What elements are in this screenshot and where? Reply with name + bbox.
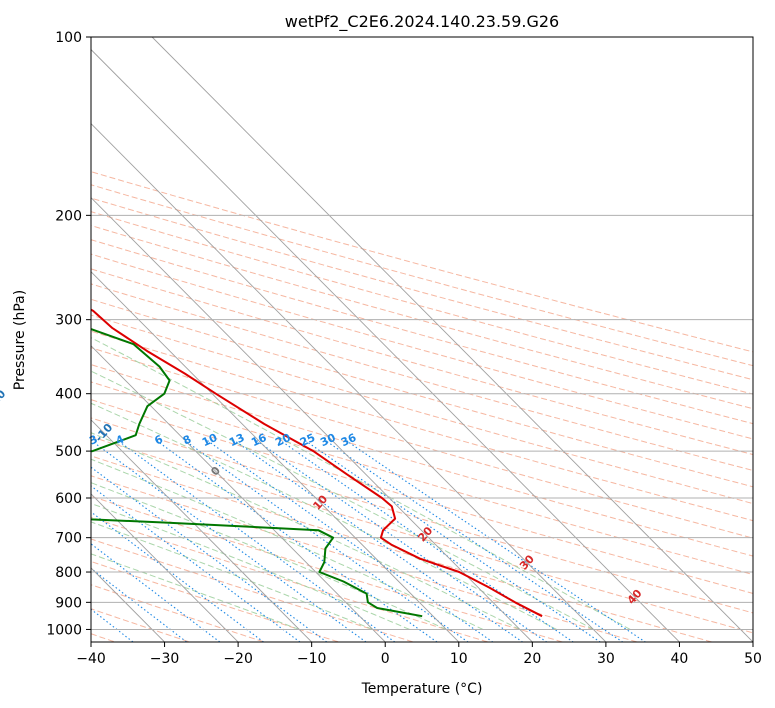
x-tick-label: 10	[450, 651, 468, 667]
dry-adiabat	[91, 381, 753, 576]
x-tick-label: 40	[671, 651, 689, 667]
mixing-ratio-line	[207, 440, 494, 642]
mixing-ratio-label: 30	[318, 431, 338, 449]
mixing-ratio-line	[325, 440, 624, 642]
isotherm-line	[91, 122, 607, 642]
x-axis: −40 −30 −20 −10 0 10 20 30 40 50	[76, 642, 762, 667]
chart-title: wetPf2_C2E6.2024.140.23.59.G26	[285, 12, 559, 32]
gridlines	[91, 37, 753, 642]
mixing-ratio-label: 36	[339, 431, 359, 449]
mixing-ratio-line	[91, 567, 188, 642]
isotherm-line	[91, 419, 312, 642]
plot-frame	[90, 36, 754, 643]
y-tick-label: 200	[55, 208, 82, 224]
y-tick-label: 700	[55, 531, 82, 547]
isotherm-line	[151, 37, 753, 642]
mixing-ratio-label: 20	[273, 431, 293, 449]
series-lines	[91, 308, 543, 618]
y-tick-label: 500	[55, 444, 82, 460]
isotherm-line	[91, 271, 460, 642]
x-tick-label: −40	[76, 651, 106, 667]
mixing-ratio-label: 13	[227, 431, 246, 449]
mixing-ratio-line	[91, 511, 265, 642]
x-tick-label: 0	[381, 651, 390, 667]
y-tick-label: 1000	[46, 622, 82, 638]
mixing-ratio-line	[234, 440, 524, 642]
mixing-ratio-label: 10	[200, 431, 220, 449]
dry-adiabat	[91, 314, 753, 505]
isotherm-line	[91, 48, 680, 642]
y-tick-label: 600	[55, 491, 82, 507]
dry-adiabat	[91, 184, 753, 367]
mixing-ratio-line	[91, 485, 301, 642]
temperature-profile-line	[91, 308, 543, 618]
isotherm-line	[91, 197, 533, 642]
y-axis: 1000 900 800 700 600 500 400 300 200 100	[46, 30, 91, 638]
moist-adiabat	[91, 402, 557, 630]
dry-adiabat	[91, 364, 753, 557]
x-axis-label: Temperature (°C)	[361, 681, 483, 697]
mixing-ratio-line	[345, 440, 647, 642]
moist-adiabat	[91, 521, 373, 630]
moist-adiabat	[91, 432, 521, 630]
dry-adiabat	[91, 253, 753, 440]
y-tick-label: 100	[55, 30, 82, 46]
mixing-ratio-line	[280, 440, 575, 642]
x-tick-label: 50	[744, 651, 762, 667]
isotherm-label: -20	[0, 387, 9, 411]
background-lines	[91, 171, 753, 642]
mixing-ratio-label: 25	[298, 431, 317, 449]
moist-adiabat	[91, 553, 300, 630]
mixing-ratio-line	[91, 440, 367, 642]
y-axis-label: Pressure (hPa)	[12, 290, 28, 390]
y-tick-label: 300	[55, 313, 82, 329]
mixing-ratio-line	[117, 440, 396, 642]
mixing-ratio-label: 16	[249, 431, 269, 449]
mixing-ratio-line	[304, 440, 602, 642]
isotherm-line	[91, 345, 386, 642]
y-tick-label: 800	[55, 565, 82, 581]
dry-adiabat	[91, 197, 753, 381]
dry-adiabat	[91, 330, 753, 522]
x-tick-label: 30	[597, 651, 615, 667]
dry-adiabat	[91, 399, 753, 594]
mixing-ratio-line	[156, 440, 438, 642]
moist-adiabat	[91, 458, 484, 630]
y-tick-label: 900	[55, 595, 82, 611]
y-tick-label: 400	[55, 387, 82, 403]
moist-adiabat	[91, 502, 410, 630]
x-tick-label: 20	[523, 651, 541, 667]
mixing-ratio-line	[91, 608, 134, 642]
isotherm-line	[91, 493, 239, 642]
x-tick-label: −30	[150, 651, 180, 667]
x-tick-label: −20	[223, 651, 253, 667]
dewpoint-profile-line	[91, 328, 423, 618]
mixing-ratio-line	[91, 466, 328, 642]
mixing-ratio-line	[91, 543, 221, 642]
moist-adiabat	[91, 482, 447, 630]
x-tick-label: −10	[297, 651, 327, 667]
dry-adiabat	[91, 239, 753, 425]
